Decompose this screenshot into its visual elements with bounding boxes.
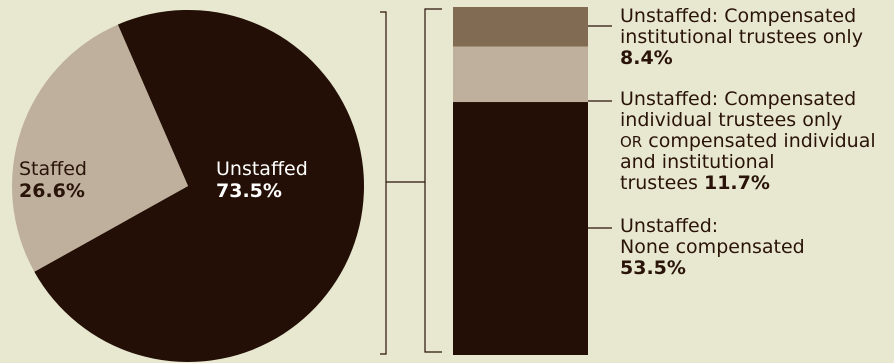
- label-individual-line5-text: trustees: [620, 172, 698, 194]
- bar-bracket: [424, 8, 442, 353]
- label-individual-line3: OR compensated individual: [620, 130, 876, 152]
- label-individual-line4: and institutional: [620, 151, 775, 173]
- bar-segment-none-compensated: [453, 102, 588, 355]
- pie-slice-staffed: [11, 24, 188, 272]
- pie-value-unstaffed: 73.5%: [216, 180, 282, 202]
- pie-chart: Staffed 26.6% Unstaffed 73.5%: [11, 10, 365, 363]
- label-individual-line5: trustees 11.7%: [620, 172, 770, 194]
- value-individual: 11.7%: [704, 172, 770, 194]
- label-none-line1: Unstaffed:: [620, 215, 718, 237]
- label-individual-line2: individual trustees only: [620, 109, 842, 131]
- connector-lines: [380, 8, 442, 355]
- bar-segment-individual: [453, 46, 588, 103]
- bar-labels: Unstaffed: Compensated institutional tru…: [620, 5, 876, 279]
- stacked-bar: [453, 7, 588, 355]
- leader-lines: [588, 25, 612, 229]
- value-none: 53.5%: [620, 257, 686, 279]
- value-institutional: 8.4%: [620, 47, 673, 69]
- pie-slice-unstaffed: [34, 10, 365, 363]
- label-institutional-line1: Unstaffed: Compensated: [620, 5, 856, 27]
- pie-label-unstaffed: Unstaffed: [216, 158, 308, 180]
- pie-label-staffed: Staffed: [19, 158, 87, 180]
- label-institutional-line2: institutional trustees only: [620, 26, 863, 48]
- pie-value-staffed: 26.6%: [19, 180, 85, 202]
- label-individual-line1: Unstaffed: Compensated: [620, 88, 856, 110]
- label-none-line2: None compensated: [620, 236, 805, 258]
- connector-pie-to-bar: [380, 11, 387, 355]
- bar-segment-institutional: [453, 7, 588, 47]
- label-individual-line3-rest: compensated individual: [642, 130, 875, 152]
- label-individual-or: OR: [620, 133, 642, 151]
